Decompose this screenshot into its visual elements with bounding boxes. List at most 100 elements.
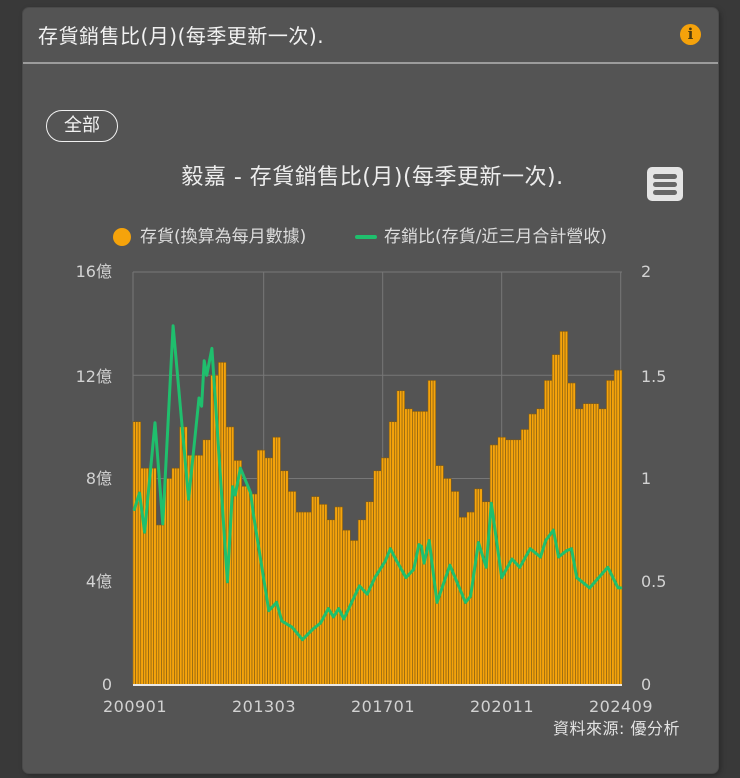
inventory-bar[interactable] — [438, 465, 442, 686]
inventory-bar[interactable] — [218, 362, 222, 686]
inventory-bar[interactable] — [298, 511, 302, 686]
inventory-bar[interactable] — [381, 457, 385, 686]
inventory-bar[interactable] — [401, 390, 405, 686]
inventory-bar[interactable] — [161, 524, 165, 686]
inventory-bar[interactable] — [492, 444, 496, 686]
inventory-bar[interactable] — [135, 421, 139, 686]
inventory-bar[interactable] — [355, 540, 359, 686]
inventory-bar[interactable] — [329, 519, 333, 686]
inventory-bar[interactable] — [313, 496, 317, 686]
inventory-bar[interactable] — [450, 491, 455, 686]
inventory-bar[interactable] — [331, 519, 336, 686]
inventory-bar[interactable] — [246, 485, 250, 686]
inventory-bar[interactable] — [588, 403, 592, 686]
inventory-bar[interactable] — [619, 369, 623, 686]
inventory-bar[interactable] — [352, 540, 356, 686]
inventory-bar[interactable] — [603, 408, 607, 686]
inventory-bar[interactable] — [344, 529, 349, 686]
inventory-bar[interactable] — [350, 540, 354, 686]
inventory-bar[interactable] — [337, 506, 341, 686]
inventory-bar[interactable] — [484, 501, 488, 686]
inventory-bar[interactable] — [520, 429, 524, 686]
inventory-bar[interactable] — [339, 506, 343, 686]
inventory-bar[interactable] — [207, 439, 211, 686]
inventory-bar[interactable] — [264, 457, 268, 686]
inventory-bar[interactable] — [303, 511, 307, 686]
inventory-bar[interactable] — [481, 501, 486, 686]
inventory-bar[interactable] — [595, 403, 600, 686]
inventory-bar[interactable] — [577, 408, 581, 686]
inventory-bar[interactable] — [430, 380, 434, 686]
inventory-bar[interactable] — [404, 408, 408, 686]
inventory-bar[interactable] — [192, 454, 196, 686]
inventory-bar[interactable] — [308, 511, 312, 686]
inventory-bar[interactable] — [295, 511, 299, 686]
inventory-bar[interactable] — [567, 382, 571, 686]
ratio-line[interactable] — [132, 324, 623, 642]
inventory-bar[interactable] — [616, 369, 620, 686]
inventory-bar[interactable] — [199, 454, 204, 686]
inventory-bar[interactable] — [608, 380, 612, 686]
inventory-bar[interactable] — [231, 426, 235, 686]
inventory-bar[interactable] — [357, 519, 361, 686]
inventory-bar[interactable] — [448, 478, 452, 686]
inventory-bar[interactable] — [435, 465, 439, 686]
inventory-bar[interactable] — [238, 460, 242, 686]
inventory-bar[interactable] — [494, 444, 499, 686]
inventory-bar[interactable] — [551, 354, 556, 686]
inventory-bar[interactable] — [559, 331, 563, 686]
inventory-bar[interactable] — [150, 467, 154, 686]
inventory-bar[interactable] — [210, 374, 214, 686]
inventory-bar[interactable] — [554, 354, 558, 686]
inventory-bar[interactable] — [306, 511, 310, 686]
inventory-bar[interactable] — [362, 519, 367, 686]
inventory-bar[interactable] — [394, 421, 398, 686]
inventory-bar[interactable] — [569, 382, 574, 686]
inventory-bar[interactable] — [409, 408, 413, 686]
inventory-bar[interactable] — [171, 467, 175, 686]
inventory-bar[interactable] — [326, 519, 330, 686]
legend-ratio-marker-icon[interactable] — [355, 235, 377, 239]
inventory-bar[interactable] — [370, 501, 374, 686]
inventory-bar[interactable] — [321, 504, 325, 686]
inventory-bar[interactable] — [249, 493, 253, 686]
inventory-bar[interactable] — [502, 436, 506, 686]
inventory-bar[interactable] — [598, 408, 602, 686]
inventory-bar[interactable] — [564, 331, 568, 686]
inventory-bar[interactable] — [601, 408, 605, 686]
inventory-bar[interactable] — [544, 380, 548, 686]
inventory-bar[interactable] — [557, 354, 561, 686]
inventory-bar[interactable] — [311, 496, 315, 686]
inventory-bar[interactable] — [580, 408, 584, 686]
inventory-bar[interactable] — [155, 524, 160, 686]
inventory-bar[interactable] — [318, 504, 323, 686]
inventory-bar[interactable] — [293, 491, 297, 686]
inventory-bar[interactable] — [342, 529, 346, 686]
inventory-bar[interactable] — [205, 439, 209, 686]
inventory-bar[interactable] — [611, 380, 615, 686]
inventory-bar[interactable] — [518, 439, 522, 686]
inventory-bar[interactable] — [593, 403, 597, 686]
inventory-bar[interactable] — [280, 470, 284, 686]
inventory-bar[interactable] — [432, 380, 437, 686]
legend-inventory-label[interactable]: 存貨(換算為每月數據) — [140, 227, 307, 247]
inventory-bar[interactable] — [197, 454, 201, 686]
inventory-bar[interactable] — [479, 488, 483, 686]
inventory-bar[interactable] — [585, 403, 589, 686]
inventory-bar[interactable] — [316, 496, 320, 686]
inventory-bar[interactable] — [383, 457, 387, 686]
inventory-bar[interactable] — [406, 408, 411, 686]
inventory-bar[interactable] — [168, 478, 173, 686]
inventory-bar[interactable] — [582, 403, 587, 686]
inventory-bar[interactable] — [290, 491, 294, 686]
inventory-bar[interactable] — [269, 457, 274, 686]
inventory-bar[interactable] — [536, 408, 540, 686]
inventory-bar[interactable] — [533, 413, 537, 686]
inventory-bar[interactable] — [360, 519, 364, 686]
inventory-bar[interactable] — [375, 470, 380, 686]
inventory-bar[interactable] — [505, 439, 509, 686]
inventory-bar[interactable] — [575, 408, 579, 686]
inventory-bar[interactable] — [476, 488, 480, 686]
inventory-bar[interactable] — [427, 380, 431, 686]
inventory-bar[interactable] — [272, 436, 276, 686]
